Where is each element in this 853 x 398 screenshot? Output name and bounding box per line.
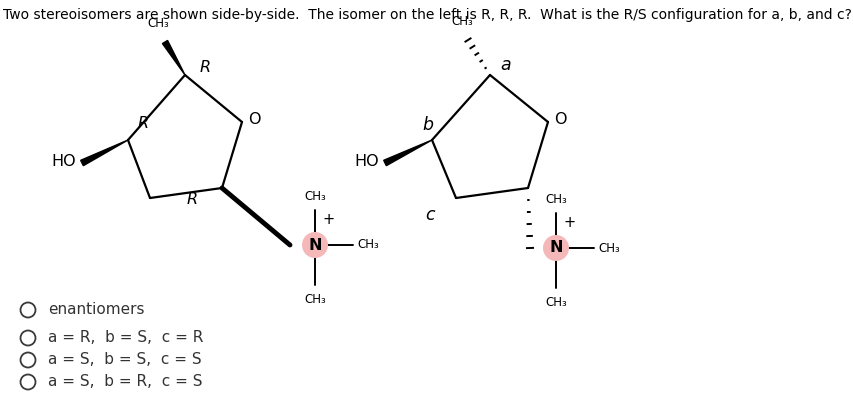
Circle shape	[543, 235, 568, 261]
Polygon shape	[383, 140, 432, 166]
Text: HO: HO	[354, 154, 379, 170]
Circle shape	[20, 302, 36, 318]
Text: CH₃: CH₃	[304, 293, 326, 306]
Text: a: a	[499, 56, 510, 74]
Circle shape	[302, 232, 328, 258]
Text: b: b	[421, 116, 432, 134]
Text: N: N	[548, 240, 562, 256]
Text: CH₃: CH₃	[544, 296, 566, 309]
Circle shape	[20, 375, 36, 390]
Text: CH₃: CH₃	[147, 17, 169, 30]
Text: CH₃: CH₃	[597, 242, 619, 254]
Polygon shape	[80, 140, 128, 166]
Text: N: N	[308, 238, 322, 252]
Text: O: O	[247, 113, 260, 127]
Text: CH₃: CH₃	[357, 238, 379, 252]
Text: O: O	[554, 113, 566, 127]
Text: a = S,  b = R,  c = S: a = S, b = R, c = S	[48, 375, 202, 390]
Text: +: +	[322, 212, 334, 227]
Circle shape	[20, 353, 36, 367]
Text: R: R	[187, 193, 198, 207]
Polygon shape	[162, 41, 185, 75]
Text: c: c	[425, 206, 434, 224]
Text: a = S,  b = S,  c = S: a = S, b = S, c = S	[48, 353, 201, 367]
Text: +: +	[563, 215, 576, 230]
Text: Two stereoisomers are shown side-by-side.  The isomer on the left is R, R, R.  W: Two stereoisomers are shown side-by-side…	[3, 8, 850, 22]
Text: CH₃: CH₃	[450, 15, 473, 28]
Text: R: R	[200, 60, 211, 76]
Text: enantiomers: enantiomers	[48, 302, 144, 318]
Text: HO: HO	[51, 154, 76, 170]
Text: CH₃: CH₃	[304, 190, 326, 203]
Text: CH₃: CH₃	[544, 193, 566, 206]
Text: a = R,  b = S,  c = R: a = R, b = S, c = R	[48, 330, 203, 345]
Circle shape	[20, 330, 36, 345]
Text: R: R	[138, 117, 149, 131]
